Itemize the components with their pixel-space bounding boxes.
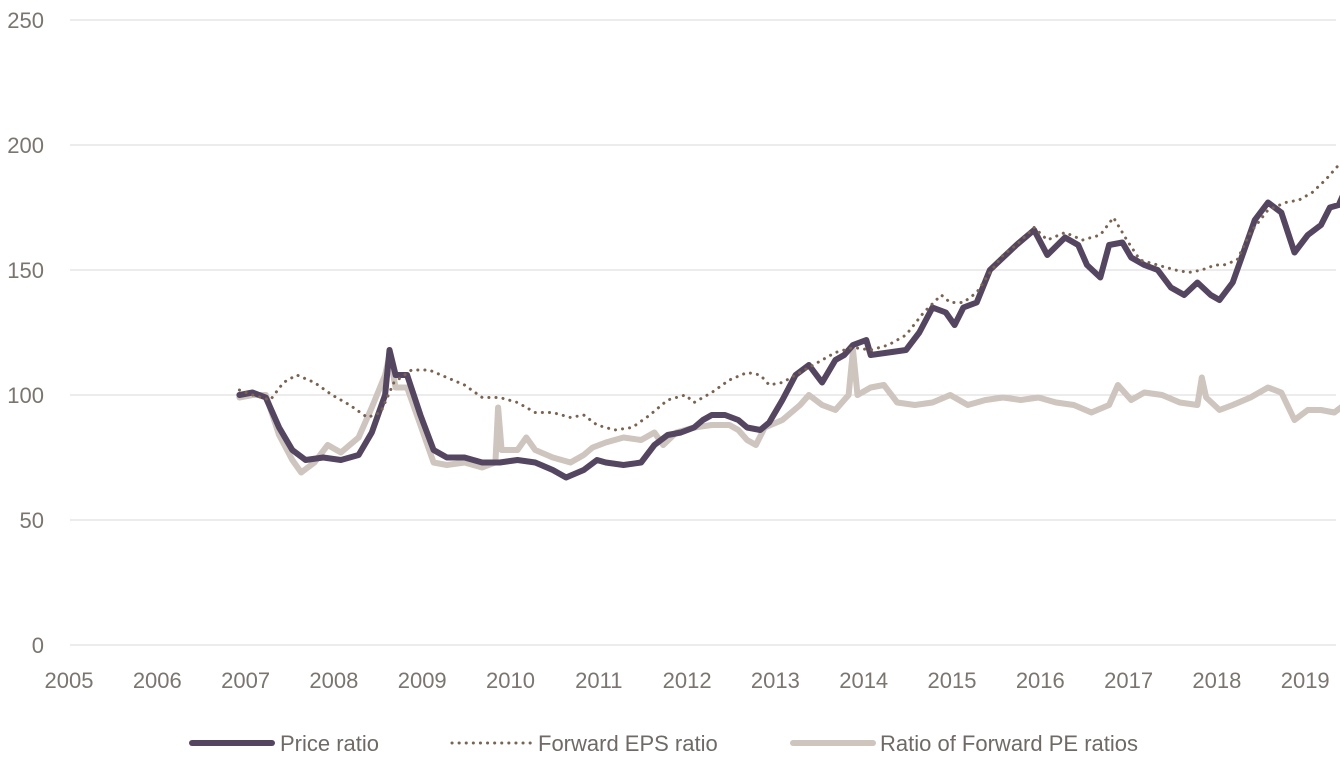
y-tick-label: 150 xyxy=(7,258,44,283)
legend-label-2: Ratio of Forward PE ratios xyxy=(880,731,1138,756)
x-tick-label: 2005 xyxy=(45,668,94,693)
series-line-0 xyxy=(236,194,1340,481)
x-tick-label: 2018 xyxy=(1192,668,1241,693)
x-tick-label: 2006 xyxy=(133,668,182,693)
series-line-2 xyxy=(236,347,1340,476)
y-tick-label: 250 xyxy=(7,8,44,33)
x-tick-label: 2016 xyxy=(1016,668,1065,693)
legend-label-1: Forward EPS ratio xyxy=(538,731,718,756)
x-tick-label: 2014 xyxy=(839,668,888,693)
x-tick-label: 2015 xyxy=(928,668,977,693)
x-tick-label: 2013 xyxy=(751,668,800,693)
legend-label-0: Price ratio xyxy=(280,731,379,756)
y-tick-label: 50 xyxy=(20,508,44,533)
series-line-1 xyxy=(237,163,1340,432)
y-tick-label: 0 xyxy=(32,633,44,658)
x-tick-label: 2009 xyxy=(398,668,447,693)
legend: Price ratio Forward EPS ratio Ratio of For… xyxy=(189,731,1138,756)
x-tick-label: 2019 xyxy=(1281,668,1330,693)
series-lines xyxy=(236,163,1340,481)
x-tick-label: 2011 xyxy=(575,668,622,693)
y-axis-ticks: 0 50 100 150 200 250 xyxy=(7,8,44,658)
x-tick-label: 2017 xyxy=(1104,668,1153,693)
grid-lines xyxy=(70,19,1336,646)
x-axis-ticks: 2005 2006 2007 2008 2009 2010 2011 2012 2013 2014… xyxy=(45,668,1330,693)
y-tick-label: 100 xyxy=(7,383,44,408)
x-tick-label: 2008 xyxy=(309,668,358,693)
x-tick-label: 2007 xyxy=(221,668,270,693)
x-tick-label: 2012 xyxy=(663,668,712,693)
y-tick-label: 200 xyxy=(7,133,44,158)
x-tick-label: 2010 xyxy=(486,668,535,693)
